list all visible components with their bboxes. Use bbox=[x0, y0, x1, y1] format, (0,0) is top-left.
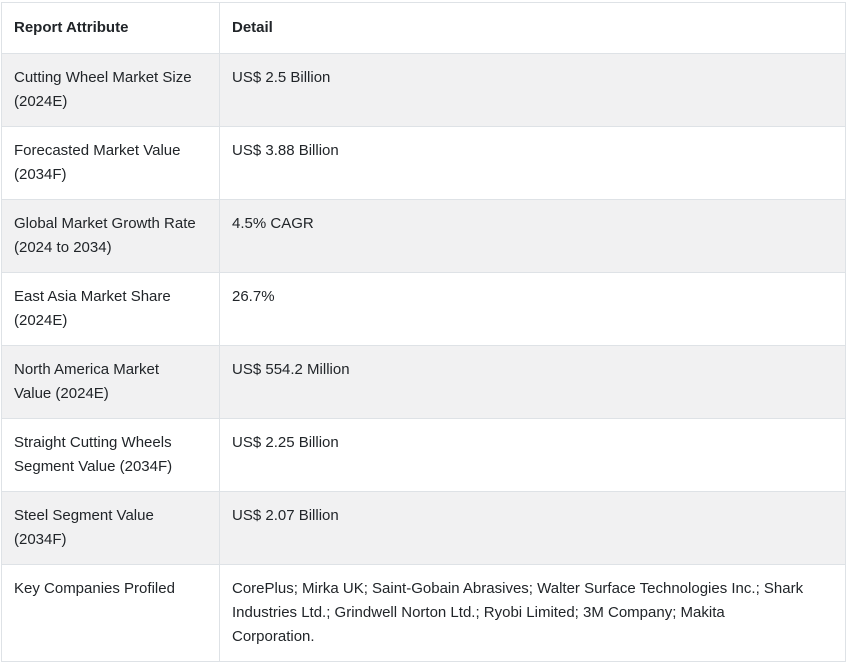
detail-text: CorePlus; Mirka UK; Saint-Gobain Abrasiv… bbox=[232, 580, 804, 645]
report-attribute-cell: East Asia Market Share (2024E) bbox=[1, 272, 220, 346]
detail-text: 4.5% CAGR bbox=[232, 215, 314, 232]
report-attribute-text: Global Market Growth Rate (2024 to 2034) bbox=[14, 215, 196, 256]
report-attribute-text: Forecasted Market Value (2034F) bbox=[14, 142, 181, 183]
detail-text: US$ 2.25 Billion bbox=[232, 434, 339, 451]
table-body: Cutting Wheel Market Size (2024E) US$ 2.5… bbox=[1, 53, 846, 662]
report-attribute-text: Straight Cutting Wheels Segment Value (2… bbox=[14, 434, 173, 475]
detail-text: US$ 554.2 Million bbox=[232, 361, 350, 378]
table-header: Report Attribute Detail bbox=[1, 2, 846, 54]
table-row: North America Market Value (2024E) US$ 55… bbox=[1, 345, 846, 419]
table-row: Straight Cutting Wheels Segment Value (2… bbox=[1, 418, 846, 492]
detail-text: 26.7% bbox=[232, 288, 275, 305]
table-row: East Asia Market Share (2024E) 26.7% bbox=[1, 272, 846, 346]
report-attribute-cell: Steel Segment Value (2034F) bbox=[1, 491, 220, 565]
report-attribute-cell: Key Companies Profiled bbox=[1, 564, 220, 662]
detail-cell: CorePlus; Mirka UK; Saint-Gobain Abrasiv… bbox=[219, 564, 846, 662]
report-attribute-text: Steel Segment Value (2034F) bbox=[14, 507, 154, 548]
detail-cell: US$ 554.2 Million bbox=[219, 345, 846, 419]
table-row: Cutting Wheel Market Size (2024E) US$ 2.5… bbox=[1, 53, 846, 127]
report-attribute-text: Cutting Wheel Market Size (2024E) bbox=[14, 69, 192, 110]
detail-text: US$ 2.07 Billion bbox=[232, 507, 339, 524]
table-row: Global Market Growth Rate (2024 to 2034)… bbox=[1, 199, 846, 273]
table-row: Steel Segment Value (2034F) US$ 2.07 Bill… bbox=[1, 491, 846, 565]
detail-cell: US$ 2.25 Billion bbox=[219, 418, 846, 492]
column-header-report-attribute: Report Attribute bbox=[1, 2, 220, 54]
report-attribute-text: East Asia Market Share (2024E) bbox=[14, 288, 171, 329]
report-attribute-cell: Cutting Wheel Market Size (2024E) bbox=[1, 53, 220, 127]
report-attribute-text: Key Companies Profiled bbox=[14, 580, 175, 597]
detail-cell: US$ 3.88 Billion bbox=[219, 126, 846, 200]
detail-cell: US$ 2.5 Billion bbox=[219, 53, 846, 127]
header-row: Report Attribute Detail bbox=[1, 2, 846, 54]
detail-cell: 26.7% bbox=[219, 272, 846, 346]
detail-text: US$ 3.88 Billion bbox=[232, 142, 339, 159]
table-row: Key Companies Profiled CorePlus; Mirka UK… bbox=[1, 564, 846, 662]
table-row: Forecasted Market Value (2034F) US$ 3.88 … bbox=[1, 126, 846, 200]
report-attribute-cell: Global Market Growth Rate (2024 to 2034) bbox=[1, 199, 220, 273]
column-header-detail: Detail bbox=[219, 2, 846, 54]
detail-cell: US$ 2.07 Billion bbox=[219, 491, 846, 565]
report-attribute-cell: North America Market Value (2024E) bbox=[1, 345, 220, 419]
report-attribute-text: North America Market Value (2024E) bbox=[14, 361, 160, 402]
detail-cell: 4.5% CAGR bbox=[219, 199, 846, 273]
report-attribute-cell: Forecasted Market Value (2034F) bbox=[1, 126, 220, 200]
detail-text: US$ 2.5 Billion bbox=[232, 69, 331, 86]
report-attribute-cell: Straight Cutting Wheels Segment Value (2… bbox=[1, 418, 220, 492]
